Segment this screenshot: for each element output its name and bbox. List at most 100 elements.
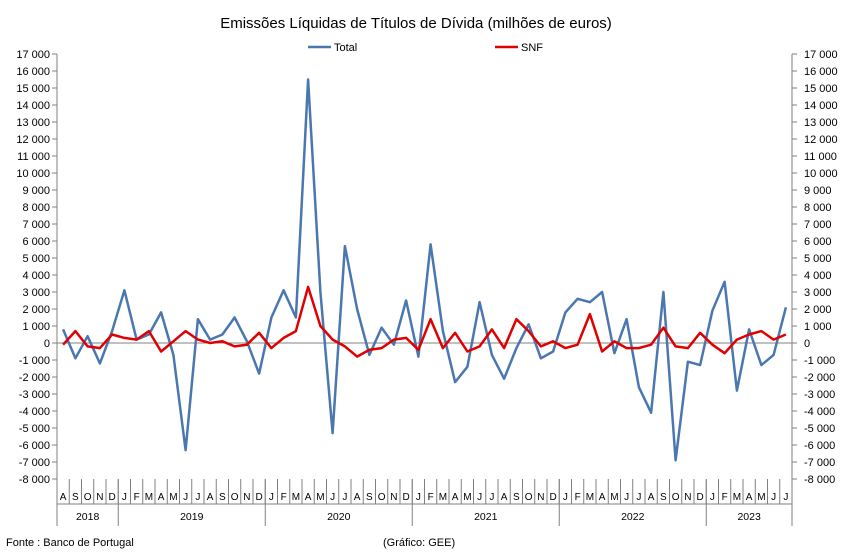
y-tick-label-left: 4 000 [22,270,50,282]
y-tick-label-left: 5 000 [22,253,50,265]
legend-snf-label: SNF [521,42,543,54]
month-label: F [428,492,434,503]
month-label: D [697,492,704,503]
month-label: N [96,492,103,503]
legend: Total SNF [308,42,543,54]
month-label: M [145,492,153,503]
y-tick-label-left: 0 [44,338,50,350]
year-label: 2021 [474,511,498,523]
month-label: A [354,492,361,503]
y-tick-label-left: 11 000 [17,151,50,163]
y-tick-label-left: -8 000 [19,474,50,486]
y-tick-label-right: 9 000 [804,185,832,197]
y-tick-label-right: -2 000 [804,372,835,384]
legend-total-label: Total [334,42,357,54]
month-label: D [109,492,116,503]
y-tick-label-right: 4 000 [804,270,832,282]
month-label: M [733,492,741,503]
year-label: 2023 [737,511,761,523]
y-tick-label-right: 7 000 [804,219,832,231]
month-label: J [330,492,335,503]
year-label: 2018 [76,511,100,523]
month-label: M [610,492,618,503]
y-tick-label-right: -4 000 [804,406,835,418]
month-label: J [771,492,776,503]
y-tick-label-right: 12 000 [804,134,838,146]
month-label: J [636,492,641,503]
y-tick-label-left: 16 000 [16,66,50,78]
y-tick-label-left: 15 000 [16,83,50,95]
y-tick-label-left: 1 000 [22,321,50,333]
month-label: S [513,492,520,503]
month-label: A [599,492,606,503]
y-tick-label-right: 0 [804,338,810,350]
y-tick-label-left: 12 000 [16,134,50,146]
y-tick-label-right: 17 000 [804,49,838,61]
month-label: J [183,492,188,503]
y-tick-label-right: -1 000 [804,355,835,367]
month-label: O [378,492,386,503]
month-label: A [452,492,459,503]
y-tick-label-right: -8 000 [804,474,835,486]
month-label: M [463,492,471,503]
month-label: F [134,492,140,503]
month-label: A [501,492,508,503]
y-tick-label-left: 3 000 [22,287,50,299]
month-label: J [710,492,715,503]
month-label: N [684,492,691,503]
month-label: F [575,492,581,503]
y-tick-label-left: 7 000 [22,219,50,231]
y-tick-label-left: 6 000 [22,236,50,248]
y-tick-label-left: 13 000 [16,117,50,129]
month-label: J [563,492,568,503]
year-label: 2022 [621,511,645,523]
month-label: J [416,492,421,503]
month-label: M [439,492,447,503]
y-tick-label-left: -2 000 [19,372,50,384]
month-label: J [783,492,788,503]
month-label: O [672,492,680,503]
y-tick-label-right: 1 000 [804,321,832,333]
y-tick-label-left: 2 000 [22,304,50,316]
month-label: A [207,492,214,503]
month-label: J [269,492,274,503]
month-label: M [316,492,324,503]
month-label: M [169,492,177,503]
source-note: Fonte : Banco de Portugal [6,537,134,549]
y-tick-label-right: 14 000 [804,100,838,112]
series-line-snf [62,285,787,358]
credit-note: (Gráfico: GEE) [383,537,456,549]
y-tick-label-right: 15 000 [804,83,838,95]
month-label: A [648,492,655,503]
month-label: J [342,492,347,503]
month-label: A [305,492,312,503]
y-tick-label-right: -6 000 [804,440,835,452]
month-label: A [60,492,67,503]
y-tick-label-right: 5 000 [804,253,832,265]
month-label: D [403,492,410,503]
month-label: N [243,492,250,503]
month-label: N [537,492,544,503]
y-tick-label-left: -5 000 [19,423,50,435]
month-label: J [477,492,482,503]
year-label: 2020 [327,511,351,523]
y-tick-label-left: 8 000 [22,202,50,214]
y-tick-label-left: 9 000 [22,185,50,197]
series-layer [61,78,788,462]
chart-title: Emissões Líquidas de Títulos de Dívida (… [220,15,612,32]
series-line-total [61,78,788,462]
y-tick-label-left: 17 000 [16,49,50,61]
month-label: O [231,492,239,503]
month-label: S [366,492,373,503]
y-tick-label-left: -7 000 [19,457,50,469]
y-tick-label-right: 6 000 [804,236,832,248]
y-tick-label-left: -3 000 [19,389,50,401]
year-label: 2019 [180,511,204,523]
month-label: O [84,492,92,503]
month-label: M [757,492,765,503]
axes: -8 000 -8 000 -7 000 -7 000 -6 000 -6 000 -5 0… [16,49,838,526]
y-tick-label-right: 2 000 [804,304,832,316]
month-label: F [722,492,728,503]
y-tick-label-right: 13 000 [804,117,838,129]
